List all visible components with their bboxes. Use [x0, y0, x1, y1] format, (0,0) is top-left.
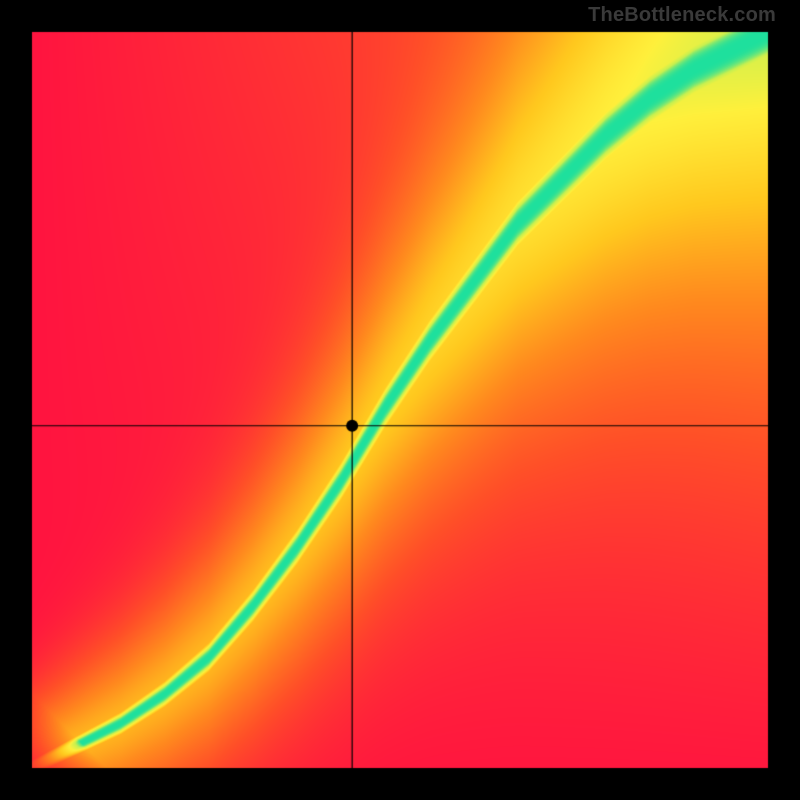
bottleneck-heatmap	[0, 0, 800, 800]
chart-container: TheBottleneck.com	[0, 0, 800, 800]
watermark-text: TheBottleneck.com	[588, 4, 776, 27]
